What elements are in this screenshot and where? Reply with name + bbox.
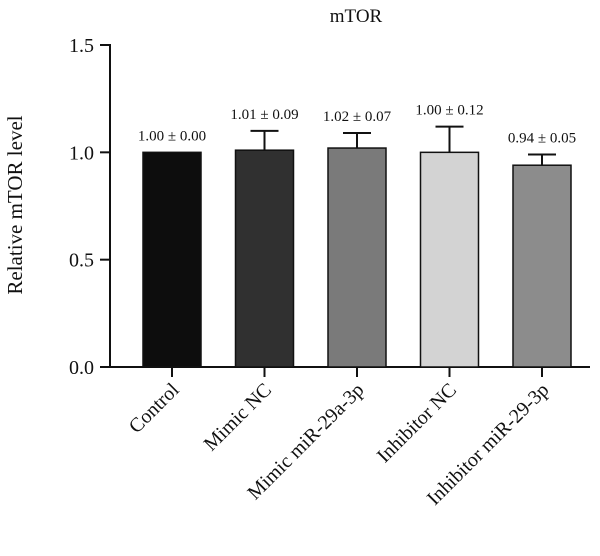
bar	[234, 149, 295, 368]
data-label: 0.94 ± 0.05	[508, 130, 576, 146]
data-label: 1.00 ± 0.12	[415, 103, 483, 119]
y-tick-label: 1.0	[69, 142, 94, 164]
category-label: Mimic NC	[200, 379, 276, 455]
data-label: 1.02 ± 0.07	[323, 109, 392, 125]
category-label: Inhibitor NC	[373, 379, 461, 467]
y-tick-label: 1.5	[69, 35, 94, 57]
bar	[419, 151, 480, 368]
data-label: 1.00 ± 0.00	[138, 128, 206, 144]
category-label: Control	[125, 379, 184, 438]
y-axis-label: Relative mTOR level	[3, 115, 27, 294]
y-tick-label: 0.5	[69, 250, 94, 272]
bar	[327, 147, 387, 368]
data-label: 1.01 ± 0.09	[230, 107, 298, 123]
chart-title: mTOR	[330, 6, 383, 27]
bar	[512, 164, 572, 368]
y-tick-label: 0.0	[69, 357, 94, 379]
bar	[142, 151, 202, 368]
bars	[142, 125, 572, 368]
